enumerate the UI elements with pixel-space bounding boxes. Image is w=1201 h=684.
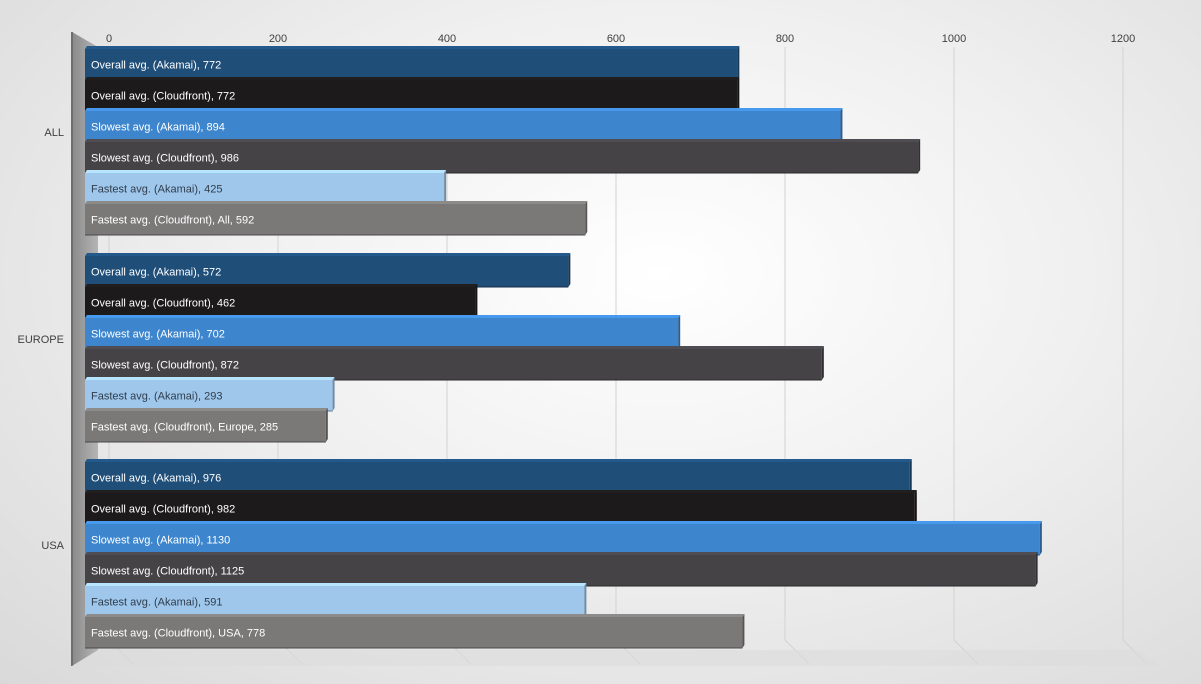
x-tick-label: 1000 — [942, 33, 966, 45]
data-labels: Overall avg. (Akamai), 772 Overall avg. (… — [91, 60, 278, 640]
bar-side — [1039, 521, 1042, 555]
bar-front — [85, 318, 679, 349]
bar-side — [742, 614, 745, 648]
floor — [72, 650, 1160, 666]
bar-side — [325, 408, 328, 442]
bar-front — [85, 111, 841, 142]
bar — [85, 77, 740, 112]
bar-side — [444, 170, 447, 204]
data-label: Slowest avg. (Akamai), 702 — [91, 329, 225, 341]
bar-front — [85, 617, 743, 648]
bar — [85, 377, 335, 412]
data-label: Slowest avg. (Cloudfront), 1125 — [91, 566, 244, 578]
bar-side — [475, 284, 478, 318]
bar-side — [1035, 552, 1038, 586]
bar-top — [85, 284, 478, 287]
data-label: Fastest avg. (Cloudfront), Europe, 285 — [91, 422, 278, 434]
bar-top — [85, 170, 447, 173]
bar — [85, 583, 587, 618]
bar-front — [85, 555, 1036, 586]
bar-side — [585, 201, 588, 235]
category-label: USA — [41, 540, 64, 552]
data-label: Fastest avg. (Akamai), 293 — [91, 391, 222, 403]
bar-front — [85, 493, 915, 524]
bar — [85, 490, 917, 525]
bar-side — [914, 490, 917, 524]
bar-front — [85, 80, 738, 111]
bar-front — [85, 380, 333, 411]
bar-side — [918, 139, 921, 173]
bar — [85, 552, 1038, 587]
x-tick-label: 0 — [106, 33, 112, 45]
bar-front — [85, 49, 738, 80]
bar-top — [85, 77, 740, 80]
data-label: Fastest avg. (Cloudfront), USA, 778 — [91, 628, 265, 640]
data-label: Fastest avg. (Akamai), 425 — [91, 184, 222, 196]
x-tick-label: 200 — [269, 33, 287, 45]
bar-top — [85, 614, 745, 617]
bar-top — [85, 46, 740, 49]
data-label: Overall avg. (Akamai), 772 — [91, 60, 221, 72]
bar-side — [737, 77, 740, 111]
bar-side — [332, 377, 335, 411]
bar-front — [85, 586, 585, 617]
bar-side — [568, 253, 571, 287]
bar-top — [85, 552, 1038, 555]
bar — [85, 408, 328, 443]
bar-front — [85, 524, 1040, 555]
bar — [85, 346, 824, 381]
bar — [85, 614, 745, 649]
x-tick-label: 800 — [776, 33, 794, 45]
bar-front — [85, 256, 569, 287]
bar-top — [85, 583, 587, 586]
bar-front — [85, 411, 326, 442]
bar-top — [85, 346, 824, 349]
data-label: Fastest avg. (Akamai), 591 — [91, 597, 222, 609]
bar-side — [584, 583, 587, 617]
data-label: Overall avg. (Cloudfront), 462 — [91, 298, 235, 310]
bar-side — [737, 46, 740, 80]
data-label: Slowest avg. (Akamai), 1130 — [91, 535, 230, 547]
bar-top — [85, 201, 588, 204]
x-tick-label: 600 — [607, 33, 625, 45]
bar-top — [85, 521, 1042, 524]
data-label: Slowest avg. (Cloudfront), 872 — [91, 360, 239, 372]
bar-top — [85, 108, 843, 111]
bar-front — [85, 462, 910, 493]
bar-top — [85, 315, 681, 318]
bar-top — [85, 408, 328, 411]
bar-side — [840, 108, 843, 142]
bar-side — [678, 315, 681, 349]
category-label: ALL — [44, 127, 64, 139]
data-label: Slowest avg. (Cloudfront), 986 — [91, 153, 239, 165]
bar-top — [85, 459, 912, 462]
bar — [85, 139, 921, 174]
bar — [85, 201, 588, 236]
x-tick-label: 1200 — [1111, 33, 1135, 45]
bar — [85, 459, 912, 494]
bar-top — [85, 253, 571, 256]
data-label: Fastest avg. (Cloudfront), All, 592 — [91, 215, 254, 227]
bar-top — [85, 490, 917, 493]
data-label: Overall avg. (Cloudfront), 772 — [91, 91, 235, 103]
bar-side — [909, 459, 912, 493]
data-label: Overall avg. (Cloudfront), 982 — [91, 504, 235, 516]
category-label: EUROPE — [18, 334, 64, 346]
bar-side — [821, 346, 824, 380]
bar-front — [85, 204, 586, 235]
bar-top — [85, 139, 921, 142]
data-label: Slowest avg. (Akamai), 894 — [91, 122, 225, 134]
bar-front — [85, 142, 919, 173]
bar-front — [85, 287, 476, 318]
bars — [85, 46, 1042, 649]
data-label: Overall avg. (Akamai), 976 — [91, 473, 221, 485]
bar-front — [85, 173, 445, 204]
bar — [85, 108, 843, 143]
x-tick-label: 400 — [438, 33, 456, 45]
bar-top — [85, 377, 335, 380]
bar — [85, 315, 681, 350]
bar-front — [85, 349, 822, 380]
data-label: Overall avg. (Akamai), 572 — [91, 267, 221, 279]
